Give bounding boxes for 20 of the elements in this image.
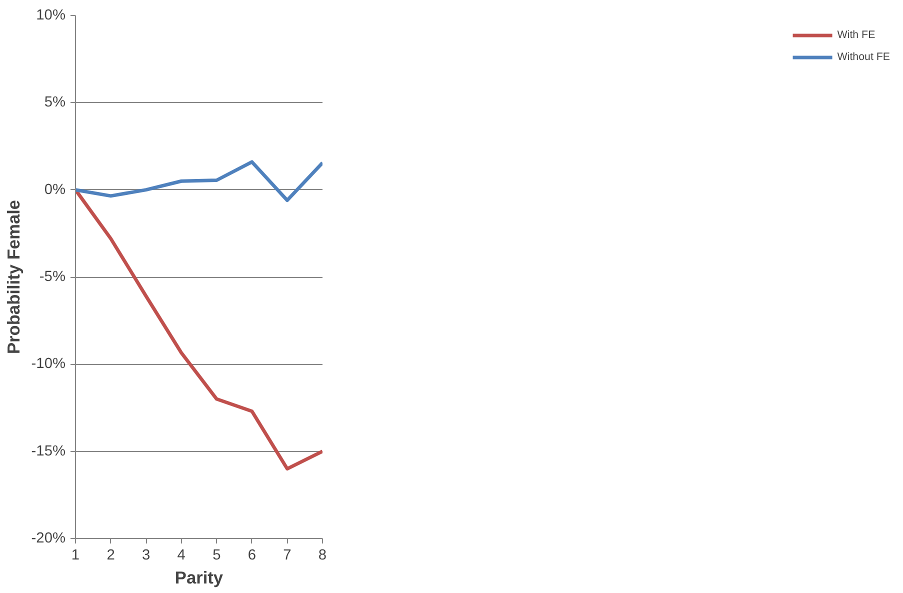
- x-tick-label: 2: [106, 548, 115, 564]
- x-tick-label: 3: [142, 548, 150, 564]
- line-series: [76, 160, 322, 202]
- y-axis-title: Probability Female: [3, 200, 24, 354]
- legend-label: Without FE: [837, 51, 890, 63]
- x-tick-label: 5: [212, 548, 221, 564]
- x-axis-title: Parity: [174, 568, 224, 588]
- legend-label: With FE: [837, 29, 876, 41]
- y-tick-label: 0%: [44, 182, 66, 198]
- y-tick-label: -15%: [31, 443, 66, 460]
- x-tick-label: 4: [177, 548, 186, 564]
- y-tick-label: -10%: [31, 356, 66, 372]
- y-tick-label: 5%: [44, 94, 66, 111]
- x-tick-label: 8: [318, 548, 327, 564]
- y-tick-label: -20%: [31, 530, 66, 546]
- x-tick-label: 7: [283, 548, 292, 564]
- x-tick-label: 1: [71, 548, 80, 564]
- y-tick-label: -5%: [39, 269, 66, 285]
- y-tick-label: 10%: [36, 8, 66, 24]
- x-tick-label: 6: [248, 548, 256, 564]
